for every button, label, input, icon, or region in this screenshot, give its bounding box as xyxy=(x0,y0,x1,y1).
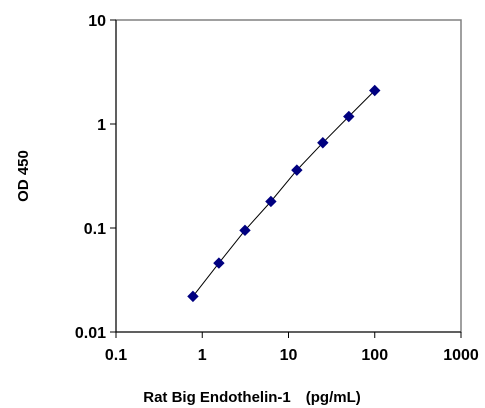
x-axis-label: Rat Big Endothelin-1 (pg/mL) xyxy=(143,389,360,406)
data-point xyxy=(369,84,381,97)
x-tick-label: 10 xyxy=(280,347,298,364)
data-point xyxy=(187,290,199,303)
data-points xyxy=(187,84,381,303)
data-point xyxy=(343,110,355,123)
data-point xyxy=(239,224,251,237)
x-tick-label: 100 xyxy=(361,347,388,364)
y-tick-label: 0.01 xyxy=(75,325,106,342)
x-tick-label: 1 xyxy=(198,347,207,364)
x-tick-label: 1000 xyxy=(443,347,479,364)
x-tick-label: 0.1 xyxy=(105,347,127,364)
data-point xyxy=(291,164,303,176)
axes xyxy=(110,19,462,338)
tick-labels: 0.1 1 10 100 1000 0.01 0.1 1 10 xyxy=(75,13,479,364)
y-tick-label: 1 xyxy=(97,117,106,134)
data-point xyxy=(213,257,225,269)
y-axis-label: OD 450 xyxy=(15,150,32,202)
data-point xyxy=(317,137,329,149)
y-tick-label: 10 xyxy=(88,13,106,30)
plot-area xyxy=(115,19,462,333)
y-tick-label: 0.1 xyxy=(84,221,106,238)
data-point xyxy=(265,195,277,208)
fit-line xyxy=(192,90,376,297)
